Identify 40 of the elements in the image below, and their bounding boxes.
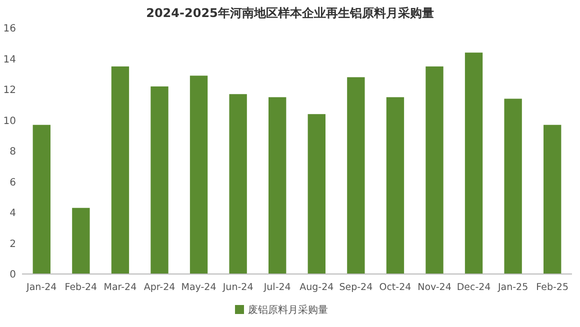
bar [544, 124, 562, 274]
y-tick-label: 6 [10, 177, 16, 188]
x-tick-label: Jan-24 [26, 282, 57, 293]
x-tick-label: Dec-24 [456, 282, 491, 293]
x-tick-label: May-24 [181, 282, 216, 293]
bar [464, 52, 483, 274]
bar [504, 98, 522, 274]
bar [308, 114, 326, 274]
bar [229, 94, 247, 274]
bar [190, 76, 208, 274]
x-tick-label: Oct-24 [379, 282, 412, 293]
bar [426, 66, 444, 274]
x-tick-label: Apr-24 [144, 282, 176, 293]
y-tick-label: 0 [10, 270, 16, 280]
x-tick-label: Mar-24 [104, 282, 137, 293]
bar [150, 86, 168, 274]
y-tick-label: 8 [10, 146, 16, 158]
x-tick-label: Jul-24 [262, 282, 291, 293]
x-tick-label: Aug-24 [300, 282, 334, 293]
chart-title: 2024-2025年河南地区样本企业再生铝原料月采购量 [146, 6, 434, 20]
legend-label: 废铝原料月采购量 [248, 304, 328, 316]
x-tick-label: Feb-25 [536, 282, 569, 293]
x-tick-label: Feb-24 [64, 282, 98, 293]
x-tick-label: Sep-24 [339, 282, 373, 293]
bar [72, 208, 90, 274]
y-tick-label: 10 [3, 116, 16, 127]
bar [268, 97, 286, 274]
x-tick-label: Jun-24 [222, 282, 254, 293]
x-tick-label: Jan-25 [496, 282, 528, 293]
x-tick-label: Nov-24 [418, 282, 452, 293]
legend: 废铝原料月采购量 [235, 305, 328, 316]
y-tick-label: 4 [10, 208, 16, 219]
bar [111, 66, 130, 274]
bar [347, 77, 365, 274]
bar [386, 97, 404, 274]
y-tick-label: 2 [10, 238, 16, 250]
y-tick-label: 14 [3, 54, 16, 66]
bar [32, 124, 50, 274]
y-tick-label: 12 [3, 85, 16, 96]
y-tick-label: 16 [3, 24, 16, 34]
